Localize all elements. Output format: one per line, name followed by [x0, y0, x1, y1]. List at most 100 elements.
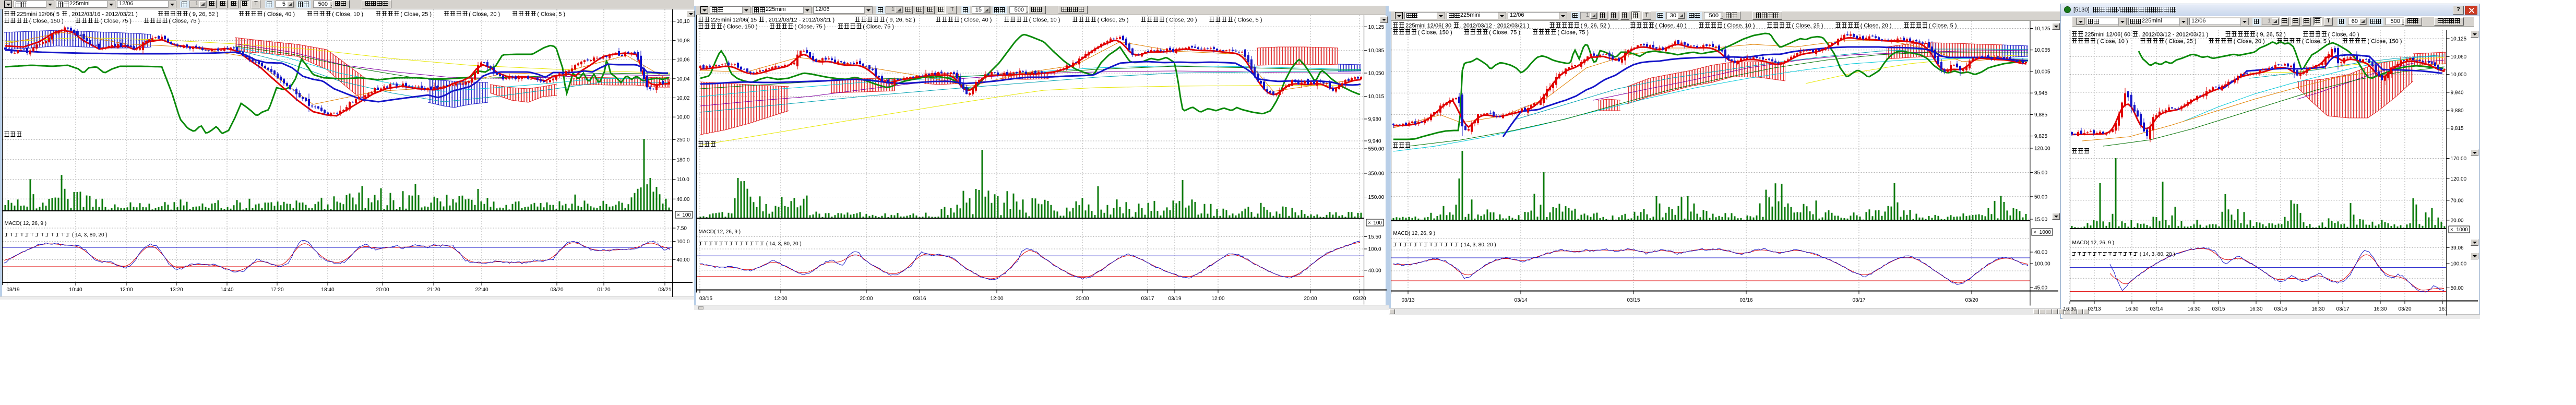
svg-text:40.00: 40.00	[677, 197, 690, 202]
svg-text:1000: 1000	[2040, 230, 2052, 235]
svg-text:225mini 12/06( 5: 225mini 12/06( 5	[17, 11, 59, 18]
svg-text:18:40: 18:40	[321, 287, 334, 293]
svg-text:120.00: 120.00	[2451, 176, 2467, 182]
svg-text:03/19: 03/19	[7, 287, 20, 293]
svg-text:9,940: 9,940	[2451, 90, 2464, 96]
svg-text:( Close, 150 ): ( Close, 150 )	[2367, 39, 2402, 45]
svg-text:17:20: 17:20	[270, 287, 283, 293]
svg-text:180.0: 180.0	[677, 157, 690, 163]
svg-text:100.0: 100.0	[1368, 247, 1381, 253]
svg-text:14:40: 14:40	[220, 287, 233, 293]
svg-text:( Close, 20 ): ( Close, 20 )	[469, 11, 500, 18]
svg-text:20:00: 20:00	[860, 296, 873, 302]
svg-text:225mini 12/06( 15: 225mini 12/06( 15	[711, 17, 757, 23]
svg-text:20:00: 20:00	[1304, 296, 1317, 302]
svg-text:225mini 12/06( 30: 225mini 12/06( 30	[1405, 23, 1451, 29]
svg-text:16:30: 16:30	[2249, 306, 2262, 312]
svg-text:45.00: 45.00	[2034, 285, 2047, 291]
svg-text:9,945: 9,945	[2034, 91, 2047, 97]
svg-text:9,880: 9,880	[2451, 108, 2464, 114]
svg-text:( Close, 20 ): ( Close, 20 )	[2234, 39, 2265, 45]
svg-text:40.00: 40.00	[1368, 268, 1381, 273]
svg-text:10,04: 10,04	[677, 76, 690, 82]
svg-text:( Close, 10 ): ( Close, 10 )	[2097, 39, 2128, 45]
svg-text:( Close, 40 ): ( Close, 40 )	[264, 11, 295, 18]
svg-text:( Close, 75 ): ( Close, 75 )	[1557, 30, 1589, 36]
svg-text:( Close, 20 ): ( Close, 20 )	[1166, 17, 1197, 23]
svg-text:03/20: 03/20	[550, 287, 563, 293]
svg-text:22:40: 22:40	[475, 287, 488, 293]
svg-text:10,10: 10,10	[677, 19, 690, 25]
svg-text:( 9, 26, 52 ): ( 9, 26, 52 )	[2257, 32, 2289, 38]
svg-text:03/13: 03/13	[1401, 297, 1414, 303]
svg-text:10,060: 10,060	[2451, 54, 2467, 60]
svg-text:( Close, 75 ): ( Close, 75 )	[794, 24, 826, 30]
svg-text:9,815: 9,815	[2451, 126, 2464, 132]
svg-text:×: ×	[677, 212, 680, 218]
svg-text:( Close, 75 ): ( Close, 75 )	[169, 18, 200, 25]
svg-text:( Close, 25 ): ( Close, 25 )	[1792, 23, 1823, 29]
svg-text:150.00: 150.00	[1368, 195, 1385, 200]
svg-text:12:00: 12:00	[774, 296, 787, 302]
svg-text:10,125: 10,125	[2451, 37, 2467, 42]
svg-text:03/16: 03/16	[2274, 306, 2287, 312]
svg-text:100.00: 100.00	[2034, 261, 2050, 267]
svg-text:16:30: 16:30	[2311, 306, 2324, 312]
svg-text:10,085: 10,085	[1368, 48, 1385, 54]
svg-text:12:00: 12:00	[990, 296, 1003, 302]
svg-text:16:30: 16:30	[2125, 306, 2138, 312]
svg-text:21:20: 21:20	[427, 287, 440, 293]
svg-text:03/17: 03/17	[1852, 297, 1865, 303]
svg-text:MACD( 12, 26, 9 ): MACD( 12, 26, 9 )	[699, 229, 741, 235]
svg-text:MACD( 12, 26, 9 ): MACD( 12, 26, 9 )	[2072, 240, 2115, 246]
svg-text:03/21: 03/21	[658, 287, 671, 293]
svg-text:( Close, 150 ): ( Close, 150 )	[1418, 30, 1452, 36]
svg-text:70.00: 70.00	[2451, 198, 2464, 204]
svg-text:03/14: 03/14	[2150, 306, 2163, 312]
svg-text:( Close, 20 ): ( Close, 20 )	[1861, 23, 1892, 29]
svg-text:03/16: 03/16	[1739, 297, 1752, 303]
svg-text:03/17: 03/17	[1141, 296, 1154, 302]
svg-text:10,000: 10,000	[2451, 72, 2467, 78]
svg-text:( 14, 3, 80, 20 ): ( 14, 3, 80, 20 )	[766, 241, 802, 247]
svg-text:( 9, 26, 52 ): ( 9, 26, 52 )	[886, 17, 919, 23]
svg-text:40.00: 40.00	[677, 257, 690, 263]
svg-text:9,885: 9,885	[2034, 112, 2047, 118]
svg-text:( 14, 3, 80, 20 ): ( 14, 3, 80, 20 )	[72, 232, 108, 238]
svg-text:20.00: 20.00	[2451, 218, 2464, 223]
svg-text:12:00: 12:00	[120, 287, 133, 293]
svg-text:( Close, 150 ): ( Close, 150 )	[29, 18, 64, 25]
svg-text:03/20: 03/20	[2398, 306, 2411, 312]
svg-text:( Close, 75 ): ( Close, 75 )	[1489, 30, 1520, 36]
svg-text:50.00: 50.00	[2451, 285, 2464, 291]
svg-text:( Close, 25 ): ( Close, 25 )	[400, 11, 432, 18]
svg-text:( Close, 25 ): ( Close, 25 )	[1098, 17, 1129, 23]
svg-text:7.50: 7.50	[677, 226, 687, 232]
svg-text:13:20: 13:20	[170, 287, 183, 293]
svg-text:( Close, 25 ): ( Close, 25 )	[2165, 39, 2197, 45]
svg-text:( Close, 5 ): ( Close, 5 )	[2302, 39, 2330, 45]
svg-text:03/15: 03/15	[2212, 306, 2225, 312]
svg-text:85.00: 85.00	[2034, 170, 2047, 176]
svg-text:20:00: 20:00	[376, 287, 389, 293]
svg-text:9,940: 9,940	[1368, 139, 1381, 145]
svg-text:03/15: 03/15	[699, 296, 712, 302]
svg-text:( 9, 26, 52 ): ( 9, 26, 52 )	[1581, 23, 1613, 29]
svg-text:50.00: 50.00	[2034, 194, 2047, 200]
svg-text:10,015: 10,015	[1368, 94, 1385, 100]
svg-text:( Close, 40 ): ( Close, 40 )	[961, 17, 992, 23]
svg-text:( 9, 26, 52 ): ( 9, 26, 52 )	[189, 11, 221, 18]
svg-text:16:30: 16:30	[2374, 306, 2387, 312]
svg-text:40.00: 40.00	[2034, 250, 2047, 256]
svg-text:03/14: 03/14	[1514, 297, 1527, 303]
svg-text:( Close, 5 ): ( Close, 5 )	[1929, 23, 1957, 29]
svg-text:( Close, 150 ): ( Close, 150 )	[723, 24, 758, 30]
svg-text:15.00: 15.00	[2034, 217, 2047, 223]
svg-text:120.00: 120.00	[2034, 146, 2050, 152]
svg-text:10,125: 10,125	[2034, 26, 2050, 32]
svg-text:03/20: 03/20	[1353, 296, 1366, 302]
svg-text:( 14, 3, 80, 20 ): ( 14, 3, 80, 20 )	[1461, 242, 1496, 248]
svg-text:39.06: 39.06	[2451, 245, 2464, 251]
svg-text:250.0: 250.0	[677, 137, 690, 143]
svg-text:03/13: 03/13	[2088, 306, 2101, 312]
